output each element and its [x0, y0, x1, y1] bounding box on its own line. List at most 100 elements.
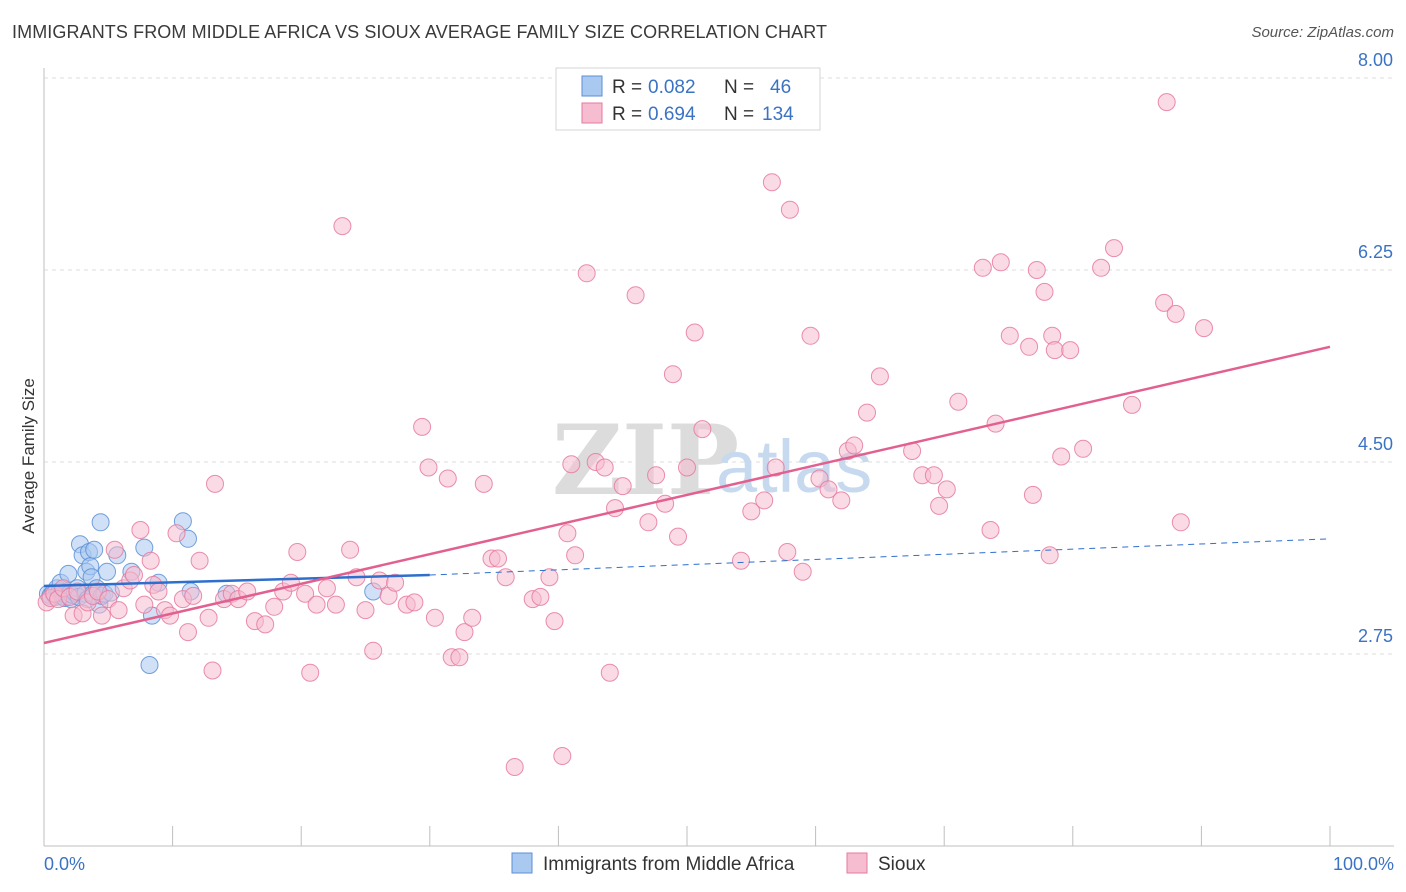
data-point-sioux	[1035, 282, 1054, 301]
data-point-sioux	[1052, 447, 1071, 466]
data-point-sioux	[341, 540, 360, 559]
data-point-sioux	[613, 477, 632, 496]
data-point-sioux	[1171, 513, 1190, 532]
data-point-sioux	[307, 595, 326, 614]
y-tick-label: 6.25	[1358, 242, 1393, 262]
data-point-sioux	[356, 601, 375, 620]
y-tick-label: 4.50	[1358, 434, 1393, 454]
data-point-sioux	[419, 458, 438, 477]
data-point-sioux	[819, 480, 838, 499]
y-tick-label: 2.75	[1358, 626, 1393, 646]
data-point-sioux	[1166, 304, 1185, 323]
data-point-sioux	[125, 566, 143, 584]
data-point-sioux	[639, 513, 658, 532]
data-point-sioux	[203, 661, 222, 680]
data-point-sioux	[496, 568, 515, 587]
data-point-sioux	[531, 587, 550, 606]
data-point-sioux	[778, 543, 797, 561]
x-ticks	[43, 826, 1331, 846]
data-point-sioux	[949, 392, 968, 411]
data-point-sioux	[364, 641, 383, 660]
data-point-sioux	[545, 612, 564, 631]
data-point-sioux	[562, 455, 581, 474]
data-point-sioux	[190, 551, 209, 570]
data-point-sioux	[135, 595, 154, 614]
y-axis-label: Average Family Size	[19, 378, 38, 534]
bottom-legend-label-1: Sioux	[878, 854, 926, 875]
data-point-sioux	[455, 623, 474, 642]
data-point-sioux	[370, 571, 389, 590]
data-point-sioux	[149, 582, 168, 601]
data-point-sioux	[558, 524, 577, 543]
x-tick-label-max: 100.0%	[1333, 854, 1394, 874]
trend-line-middle-africa-extension	[429, 538, 1331, 576]
data-point-sioux	[1061, 341, 1080, 360]
data-point-sioux	[793, 562, 812, 581]
data-point-sioux	[685, 323, 704, 342]
data-point-sioux	[505, 758, 524, 776]
data-point-sioux	[1105, 239, 1123, 258]
legend-n-value-1: 134	[762, 104, 794, 125]
y-tick-labels: 2.75 4.50 6.25 8.00	[1358, 50, 1393, 646]
data-point-sioux	[296, 584, 315, 603]
data-point-sioux	[924, 466, 943, 485]
data-point-middle-africa	[140, 656, 159, 674]
data-point-sioux	[930, 496, 949, 515]
data-point-sioux	[438, 469, 457, 488]
data-point-sioux	[845, 436, 864, 455]
legend-r-value-1: 0.694	[648, 104, 696, 125]
data-point-sioux	[1027, 261, 1046, 279]
data-point-sioux	[92, 606, 111, 625]
data-point-sioux	[991, 253, 1010, 272]
data-point-sioux	[1020, 337, 1039, 356]
data-point-sioux	[256, 615, 275, 634]
data-point-sioux	[141, 551, 160, 570]
data-point-sioux	[405, 593, 424, 612]
data-point-sioux	[1045, 341, 1064, 360]
legend-r-value-0: 0.082	[648, 77, 696, 98]
data-point-sioux	[647, 466, 666, 485]
data-point-middle-africa	[91, 513, 110, 532]
data-point-sioux	[131, 521, 150, 539]
data-point-sioux	[669, 527, 687, 546]
data-point-sioux	[1195, 319, 1213, 338]
chart-source: Source: ZipAtlas.com	[1251, 24, 1394, 41]
stats-legend: R = 0.082 N = 46 R = 0.694 N = 134	[555, 67, 821, 131]
watermark-zip: ZIP	[552, 404, 739, 517]
bottom-legend-label-0: Immigrants from Middle Africa	[543, 854, 795, 875]
data-point-sioux	[463, 608, 482, 627]
trend-lines	[43, 345, 1331, 645]
data-point-sioux	[626, 286, 645, 305]
data-point-sioux	[1092, 258, 1111, 277]
data-point-sioux	[199, 608, 218, 627]
data-point-sioux	[762, 173, 781, 192]
data-point-sioux	[450, 648, 469, 667]
data-point-sioux	[766, 458, 785, 477]
data-point-sioux	[780, 200, 799, 219]
data-point-sioux	[109, 601, 128, 620]
data-point-sioux	[288, 543, 307, 561]
data-point-sioux	[540, 568, 559, 587]
gridlines	[44, 77, 1394, 655]
x-tick-label-min: 0.0%	[44, 854, 85, 874]
legend-n-label-1: N =	[724, 104, 754, 125]
data-point-sioux	[981, 521, 1000, 539]
data-point-sioux	[577, 264, 596, 283]
data-point-sioux	[858, 403, 876, 422]
data-point-sioux	[1040, 546, 1059, 565]
data-point-sioux	[413, 417, 432, 436]
data-point-sioux	[937, 480, 956, 499]
data-point-sioux	[326, 595, 345, 614]
data-point-sioux	[742, 502, 761, 521]
data-point-sioux	[973, 258, 992, 277]
data-point-sioux	[832, 491, 851, 510]
axes	[43, 68, 1394, 847]
data-point-sioux	[317, 579, 336, 598]
data-point-sioux	[333, 217, 352, 236]
legend-swatch-pink	[581, 102, 603, 124]
legend-swatch-blue	[581, 75, 603, 97]
data-point-sioux	[1155, 293, 1174, 312]
data-point-sioux	[99, 590, 118, 609]
data-point-sioux	[566, 546, 585, 565]
